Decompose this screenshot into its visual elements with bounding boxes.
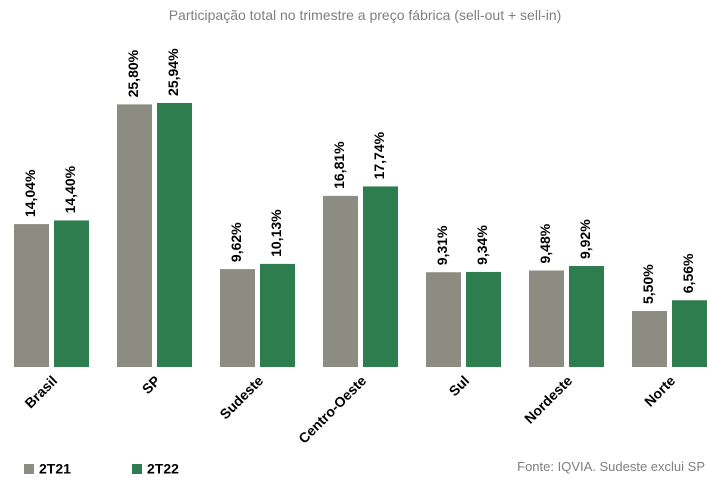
bar [14, 224, 49, 367]
chart-title: Participação total no trimestre a preço … [169, 7, 562, 23]
value-label: 25,80% [125, 49, 141, 97]
bar [426, 272, 461, 367]
x-tick-label: Sudeste [216, 372, 266, 422]
bar [466, 271, 501, 367]
legend-swatch [24, 464, 34, 474]
x-tick-label: Norte [641, 372, 678, 409]
value-label: 9,62% [228, 222, 244, 262]
legend-swatch [132, 464, 142, 474]
value-label: 9,34% [474, 225, 490, 265]
value-label: 14,04% [22, 169, 38, 217]
x-tick-label: Brasil [21, 372, 60, 411]
value-label: 6,56% [680, 253, 696, 293]
bar [323, 195, 358, 367]
legend-label: 2T22 [147, 461, 179, 477]
value-label: 16,81% [331, 141, 347, 189]
value-label: 25,94% [165, 48, 181, 96]
value-label: 9,92% [577, 219, 593, 259]
value-label: 9,48% [537, 223, 553, 263]
bar [157, 102, 192, 367]
x-tick-label: SP [139, 372, 164, 397]
x-tick-label: Nordeste [521, 372, 575, 426]
value-label: 9,31% [434, 225, 450, 265]
legend-label: 2T21 [39, 461, 71, 477]
bar [529, 270, 564, 367]
bar [220, 269, 255, 367]
bar [117, 104, 152, 368]
value-label: 5,50% [640, 264, 656, 304]
value-label: 17,74% [371, 131, 387, 179]
x-tick-label: Sul [446, 372, 473, 399]
bar [672, 300, 707, 367]
x-tick-label: Centro-Oeste [295, 372, 369, 446]
value-label: 10,13% [268, 209, 284, 257]
bar [363, 186, 398, 367]
value-label: 14,40% [62, 165, 78, 213]
bar [260, 263, 295, 367]
bar [54, 220, 89, 367]
source-note: Fonte: IQVIA. Sudeste exclui SP [517, 459, 705, 474]
bar [569, 266, 604, 367]
bar [632, 311, 667, 367]
